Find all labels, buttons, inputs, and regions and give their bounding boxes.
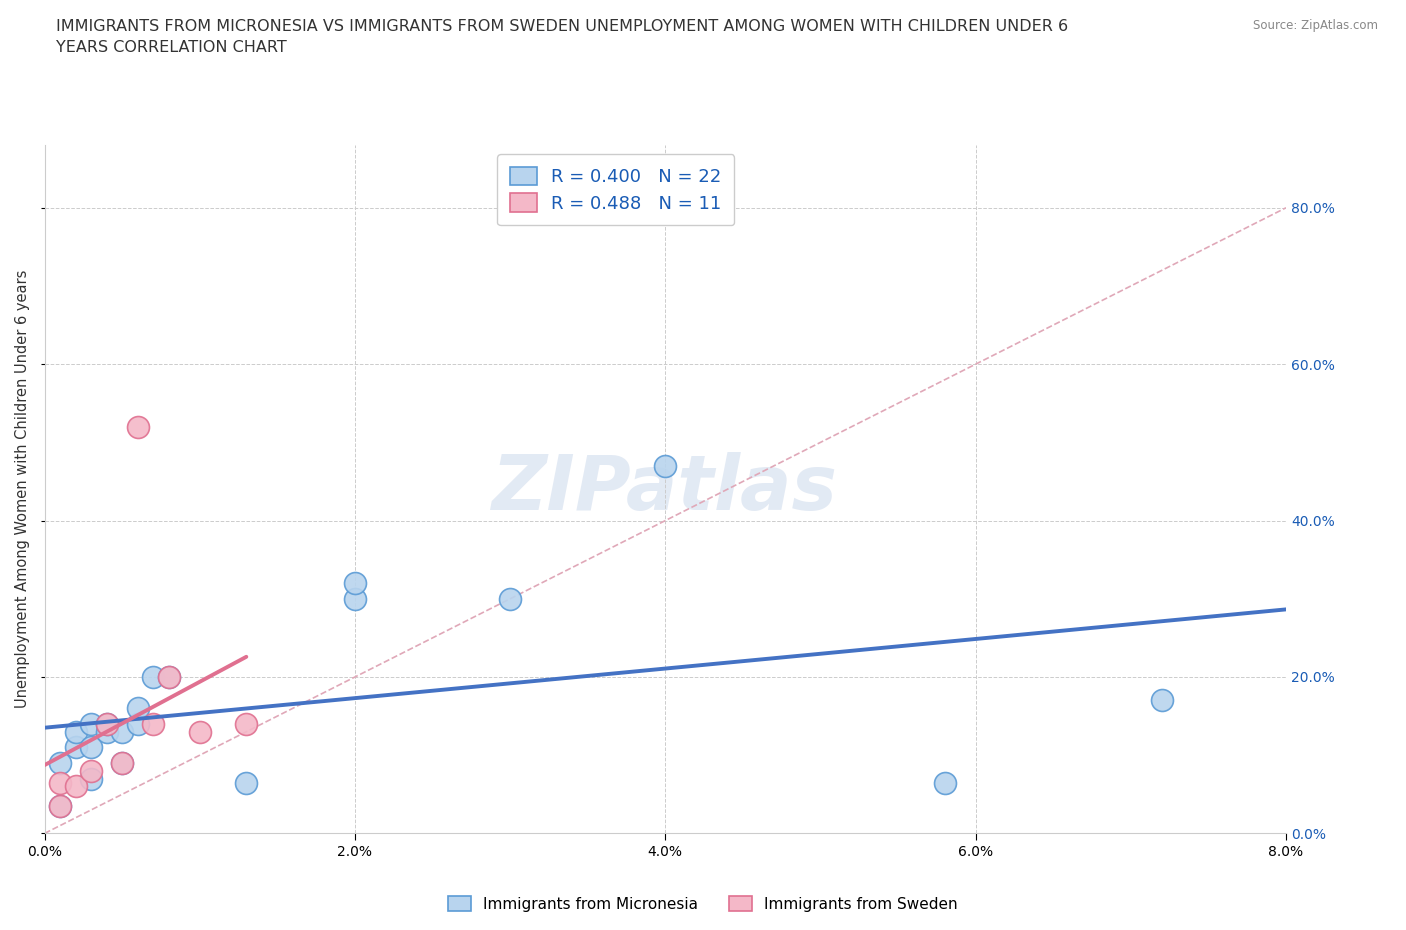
Point — [111, 724, 134, 739]
Legend: R = 0.400   N = 22, R = 0.488   N = 11: R = 0.400 N = 22, R = 0.488 N = 11 — [498, 154, 734, 225]
Point — [49, 755, 72, 770]
Text: IMMIGRANTS FROM MICRONESIA VS IMMIGRANTS FROM SWEDEN UNEMPLOYMENT AMONG WOMEN WI: IMMIGRANTS FROM MICRONESIA VS IMMIGRANTS… — [56, 19, 1069, 55]
Point — [499, 591, 522, 606]
Point — [49, 799, 72, 814]
Point — [111, 755, 134, 770]
Point — [80, 764, 103, 778]
Point — [111, 755, 134, 770]
Point — [127, 701, 149, 716]
Point — [142, 670, 165, 684]
Point — [1150, 693, 1173, 708]
Text: ZIPatlas: ZIPatlas — [492, 452, 838, 526]
Point — [343, 591, 366, 606]
Legend: Immigrants from Micronesia, Immigrants from Sweden: Immigrants from Micronesia, Immigrants f… — [441, 889, 965, 918]
Point — [127, 419, 149, 434]
Point — [49, 775, 72, 790]
Point — [235, 716, 257, 731]
Point — [96, 724, 118, 739]
Point — [157, 670, 180, 684]
Point — [142, 716, 165, 731]
Point — [96, 716, 118, 731]
Point — [235, 775, 257, 790]
Point — [80, 771, 103, 786]
Point — [80, 740, 103, 755]
Point — [343, 576, 366, 591]
Point — [49, 799, 72, 814]
Point — [188, 724, 211, 739]
Point — [80, 716, 103, 731]
Point — [65, 740, 87, 755]
Point — [127, 716, 149, 731]
Point — [157, 670, 180, 684]
Text: Source: ZipAtlas.com: Source: ZipAtlas.com — [1253, 19, 1378, 32]
Point — [65, 779, 87, 794]
Point — [65, 724, 87, 739]
Point — [96, 716, 118, 731]
Y-axis label: Unemployment Among Women with Children Under 6 years: Unemployment Among Women with Children U… — [15, 270, 30, 709]
Point — [654, 458, 676, 473]
Point — [934, 775, 956, 790]
